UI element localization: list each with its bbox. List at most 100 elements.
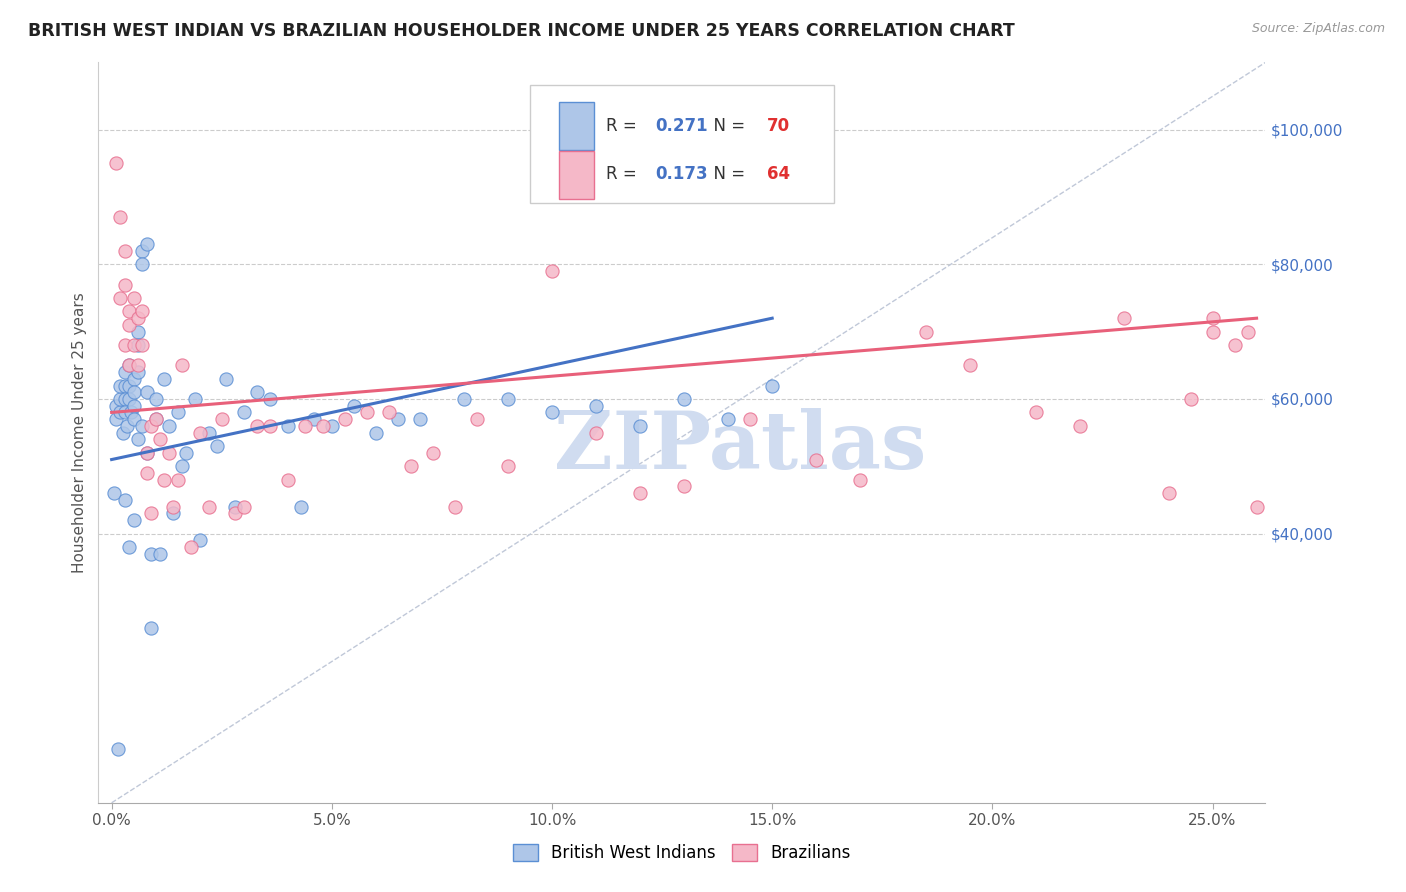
- Point: [127, 338, 149, 352]
- Point: [915, 325, 938, 339]
- Point: [172, 459, 194, 474]
- Y-axis label: Householder Income Under 25 years: Householder Income Under 25 years: [72, 293, 87, 573]
- Point: [131, 338, 153, 352]
- Point: [246, 418, 269, 433]
- Point: [118, 540, 141, 554]
- Point: [105, 412, 128, 426]
- Text: 70: 70: [768, 117, 790, 135]
- Point: [496, 392, 519, 406]
- Point: [114, 392, 136, 406]
- Point: [110, 211, 132, 225]
- Point: [541, 264, 564, 278]
- Text: BRITISH WEST INDIAN VS BRAZILIAN HOUSEHOLDER INCOME UNDER 25 YEARS CORRELATION C: BRITISH WEST INDIAN VS BRAZILIAN HOUSEHO…: [28, 22, 1015, 40]
- Point: [277, 473, 299, 487]
- Point: [673, 392, 696, 406]
- Point: [114, 338, 136, 352]
- Point: [585, 399, 607, 413]
- Point: [1223, 338, 1246, 352]
- FancyBboxPatch shape: [560, 151, 595, 199]
- Point: [131, 304, 153, 318]
- Point: [364, 425, 387, 440]
- Point: [105, 399, 128, 413]
- Point: [188, 533, 211, 548]
- Point: [585, 425, 607, 440]
- Point: [122, 372, 145, 386]
- Point: [761, 378, 783, 392]
- Point: [806, 452, 828, 467]
- Point: [409, 412, 432, 426]
- Text: R =: R =: [606, 117, 643, 135]
- Point: [356, 405, 378, 419]
- Point: [849, 473, 872, 487]
- Point: [541, 405, 564, 419]
- Point: [135, 466, 157, 480]
- Point: [188, 425, 211, 440]
- Point: [115, 418, 138, 433]
- Point: [1025, 405, 1047, 419]
- Point: [127, 433, 149, 447]
- Point: [118, 359, 141, 373]
- Point: [127, 325, 149, 339]
- Point: [207, 439, 229, 453]
- Point: [717, 412, 740, 426]
- Point: [1236, 325, 1258, 339]
- Point: [1180, 392, 1202, 406]
- Point: [145, 392, 167, 406]
- Point: [149, 433, 172, 447]
- Point: [103, 486, 125, 500]
- Point: [162, 507, 184, 521]
- Point: [114, 277, 136, 292]
- Point: [259, 418, 281, 433]
- Point: [122, 338, 145, 352]
- Point: [131, 418, 153, 433]
- Point: [149, 547, 172, 561]
- Text: R =: R =: [606, 165, 643, 183]
- Point: [118, 304, 141, 318]
- Point: [107, 742, 129, 756]
- Point: [166, 405, 188, 419]
- Point: [184, 392, 207, 406]
- Point: [232, 405, 254, 419]
- Point: [135, 237, 157, 252]
- Point: [118, 318, 141, 332]
- Point: [135, 385, 157, 400]
- Point: [333, 412, 356, 426]
- Point: [215, 372, 238, 386]
- Point: [110, 392, 132, 406]
- Point: [141, 547, 163, 561]
- Point: [211, 412, 233, 426]
- Point: [302, 412, 325, 426]
- Point: [153, 372, 176, 386]
- Point: [145, 412, 167, 426]
- Point: [387, 412, 409, 426]
- Point: [378, 405, 401, 419]
- Point: [120, 405, 142, 419]
- Point: [114, 365, 136, 379]
- Text: N =: N =: [703, 165, 751, 183]
- Point: [1246, 500, 1268, 514]
- Point: [157, 446, 180, 460]
- Point: [122, 385, 145, 400]
- Point: [162, 500, 184, 514]
- Point: [114, 378, 136, 392]
- Point: [127, 311, 149, 326]
- Point: [131, 257, 153, 271]
- Point: [172, 359, 194, 373]
- Point: [740, 412, 762, 426]
- Point: [111, 425, 134, 440]
- Point: [197, 500, 219, 514]
- Point: [114, 492, 136, 507]
- Point: [166, 473, 188, 487]
- Point: [122, 291, 145, 305]
- Point: [135, 446, 157, 460]
- Point: [277, 418, 299, 433]
- Point: [496, 459, 519, 474]
- Point: [153, 473, 176, 487]
- Text: Source: ZipAtlas.com: Source: ZipAtlas.com: [1251, 22, 1385, 36]
- Point: [118, 359, 141, 373]
- Point: [176, 446, 198, 460]
- Point: [141, 507, 163, 521]
- Point: [110, 291, 132, 305]
- FancyBboxPatch shape: [560, 102, 595, 150]
- Point: [157, 418, 180, 433]
